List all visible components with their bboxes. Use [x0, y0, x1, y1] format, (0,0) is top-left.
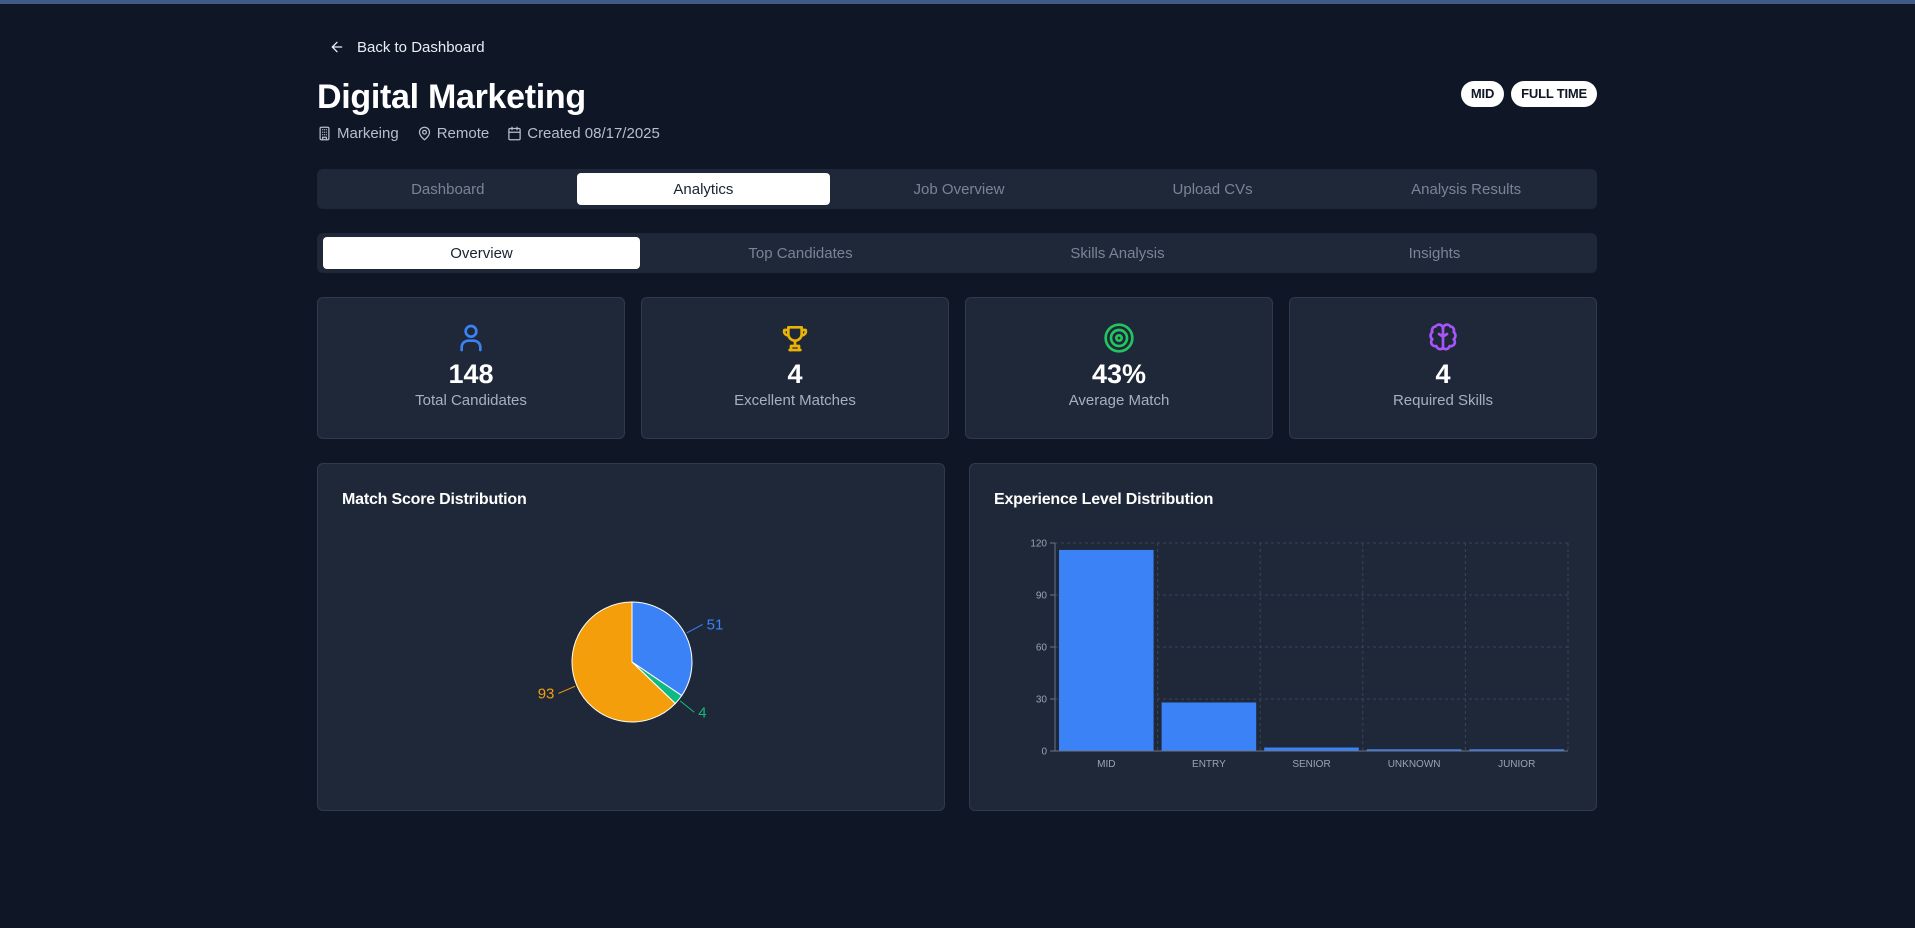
- match-score-distribution-card: Match Score Distribution 51 4 93: [317, 463, 945, 811]
- user-icon: [460, 324, 482, 352]
- x-tick-label: MID: [1097, 759, 1115, 770]
- tab-job-overview[interactable]: Job Overview: [913, 180, 1005, 198]
- tab-upload-cvs[interactable]: Upload CVs: [1172, 180, 1253, 198]
- y-tick-label: 30: [1036, 695, 1048, 706]
- x-tick-label: UNKNOWN: [1388, 759, 1441, 770]
- stat-value: 148: [448, 359, 494, 389]
- y-tick-label: 60: [1036, 643, 1048, 654]
- tab-analytics[interactable]: Analytics: [576, 173, 831, 205]
- pie-label-line: [679, 700, 695, 713]
- subtab-overview[interactable]: Overview: [323, 237, 640, 269]
- job-meta: Markeing Remote Created 08/17/2025: [317, 125, 660, 142]
- stat-value: 4: [1435, 359, 1451, 389]
- employment-type-badge: FULL TIME: [1511, 81, 1597, 107]
- pie-chart-title: Match Score Distribution: [342, 491, 527, 508]
- stat-card-average-match: 43% Average Match: [965, 297, 1273, 439]
- bar-senior: [1264, 747, 1359, 751]
- bar-entry: [1161, 702, 1257, 751]
- tab-dashboard[interactable]: Dashboard: [411, 180, 485, 198]
- created-meta: Created 08/17/2025: [507, 125, 660, 142]
- pie-label-line: [558, 685, 576, 694]
- map-pin-icon: [418, 126, 430, 141]
- stat-value: 43%: [1091, 359, 1147, 389]
- bar-junior: [1469, 749, 1564, 751]
- bar-unknown: [1366, 749, 1462, 751]
- page-title: Digital Marketing: [317, 78, 586, 116]
- subtab-insights[interactable]: Insights: [1408, 244, 1461, 262]
- stat-card-excellent-matches: 4 Excellent Matches: [641, 297, 949, 439]
- pie-slice-label: 51: [707, 616, 724, 633]
- stat-label: Required Skills: [1392, 392, 1494, 409]
- created-text: Created 08/17/2025: [527, 125, 660, 142]
- experience-level-distribution-card: Experience Level Distribution MID ENTRY SE…: [969, 463, 1597, 811]
- target-icon: [1104, 323, 1134, 353]
- stat-card-required-skills: 4 Required Skills: [1289, 297, 1597, 439]
- main-tabs: Dashboard Analytics Job Overview Upload …: [317, 169, 1597, 209]
- y-tick-label: 120: [1030, 539, 1047, 550]
- pie-label-line: [686, 624, 703, 634]
- stat-value: 4: [787, 359, 803, 389]
- tab-analysis-results[interactable]: Analysis Results: [1411, 180, 1522, 198]
- analytics-sub-tabs: Overview Top Candidates Skills Analysis …: [317, 233, 1597, 273]
- building-icon: [319, 126, 330, 141]
- level-badge: MID: [1460, 81, 1505, 107]
- subtab-skills-analysis[interactable]: Skills Analysis: [1070, 244, 1165, 262]
- stat-label: Average Match: [1068, 392, 1170, 409]
- pie-slice-label: 4: [698, 704, 706, 721]
- pie-slice-label: 93: [538, 685, 555, 702]
- calendar-icon: [508, 126, 521, 141]
- y-tick-label: 0: [1041, 747, 1047, 758]
- stats-row: 148 Total Candidates 4 Excellent Matches…: [317, 297, 1597, 439]
- location-text: Remote: [436, 125, 490, 142]
- x-tick-label: ENTRY: [1192, 759, 1226, 770]
- back-to-dashboard-link[interactable]: Back to Dashboard: [329, 36, 485, 58]
- trophy-icon: [782, 326, 808, 352]
- x-tick-label: SENIOR: [1292, 759, 1330, 770]
- window-top-border: [0, 0, 1915, 4]
- pie-slice-93: [571, 601, 677, 723]
- department-text: Markeing: [337, 125, 399, 142]
- stat-label: Excellent Matches: [734, 392, 856, 409]
- stat-label: Total Candidates: [415, 392, 527, 409]
- bar-mid: [1059, 549, 1154, 751]
- match-score-pie-chart: 51 4 93: [538, 601, 724, 723]
- location-meta: Remote: [417, 125, 490, 142]
- pie-slice-51: [631, 601, 693, 697]
- subtab-top-candidates[interactable]: Top Candidates: [748, 244, 853, 262]
- back-label: Back to Dashboard: [357, 38, 485, 56]
- stat-card-total-candidates: 148 Total Candidates: [317, 297, 625, 439]
- department-meta: Markeing: [317, 125, 399, 142]
- bar-chart-title: Experience Level Distribution: [994, 491, 1214, 508]
- y-tick-label: 90: [1036, 591, 1048, 602]
- arrow-left-icon: [331, 41, 343, 53]
- job-badges: MID FULL TIME: [1460, 81, 1597, 107]
- brain-icon: [1429, 323, 1457, 351]
- x-tick-label: JUNIOR: [1498, 759, 1535, 770]
- experience-level-bar-chart: MID ENTRY SENIOR UNKNOWN JUNIOR 0 30 60 90 120: [1030, 539, 1569, 770]
